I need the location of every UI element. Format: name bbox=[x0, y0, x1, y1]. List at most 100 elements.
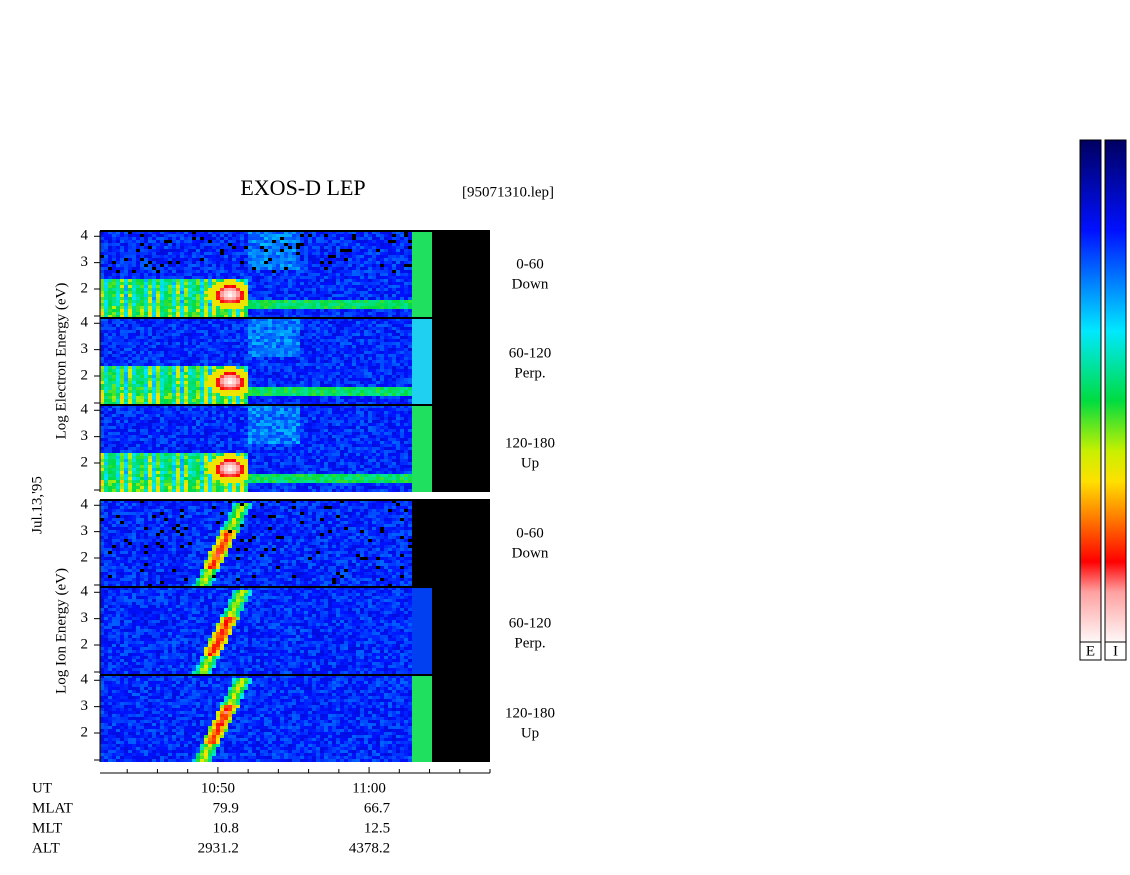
spectrogram-cell bbox=[132, 465, 136, 468]
spectrogram-cell bbox=[176, 324, 180, 327]
spectrogram-cell bbox=[180, 282, 184, 285]
spectrogram-cell bbox=[124, 315, 128, 318]
spectrogram-cell bbox=[220, 276, 224, 279]
spectrogram-cell bbox=[336, 387, 340, 390]
spectrogram-cell bbox=[220, 384, 224, 387]
spectrogram-cell bbox=[344, 312, 348, 315]
spectrogram-cell bbox=[240, 255, 244, 258]
spectrogram-cell bbox=[356, 333, 360, 336]
spectrogram-cell bbox=[328, 303, 332, 306]
spectrogram-cell bbox=[124, 438, 128, 441]
spectrogram-cell bbox=[396, 267, 400, 270]
spectrogram-cell bbox=[380, 237, 384, 240]
spectrogram-cell bbox=[360, 354, 364, 357]
spectrogram-cell bbox=[296, 261, 300, 264]
spectrogram-cell bbox=[120, 405, 124, 408]
spectrogram-cell bbox=[268, 372, 272, 375]
spectrogram-cell bbox=[304, 387, 308, 390]
spectrogram-cell bbox=[192, 270, 196, 273]
spectrogram-cell bbox=[380, 336, 384, 339]
spectrogram-cell bbox=[164, 345, 168, 348]
spectrogram-cell bbox=[248, 303, 252, 306]
spectrogram-cell bbox=[356, 234, 360, 237]
spectrogram-cell bbox=[304, 309, 308, 312]
spectrogram-cell bbox=[232, 402, 236, 405]
spectrogram-cell bbox=[380, 276, 384, 279]
spectrogram-cell bbox=[160, 306, 164, 309]
spectrogram-cell bbox=[180, 378, 184, 381]
spectrogram-cell bbox=[408, 237, 412, 240]
spectrogram-cell bbox=[152, 414, 156, 417]
spectrogram-cell bbox=[116, 297, 120, 300]
spectrogram-cell bbox=[144, 444, 148, 447]
spectrogram-cell bbox=[228, 249, 232, 252]
spectrogram-cell bbox=[140, 384, 144, 387]
spectrogram-cell bbox=[164, 318, 168, 321]
spectrogram-cell bbox=[256, 240, 260, 243]
spectrogram-cell bbox=[328, 366, 332, 369]
spectrogram-cell bbox=[244, 246, 248, 249]
spectrogram-cell bbox=[316, 249, 320, 252]
spectrogram-cell bbox=[268, 336, 272, 339]
spectrogram-cell bbox=[188, 246, 192, 249]
spectrogram-cell bbox=[144, 303, 148, 306]
spectrogram-cell bbox=[132, 312, 136, 315]
spectrogram-cell bbox=[144, 297, 148, 300]
spectrogram-cell bbox=[380, 312, 384, 315]
spectrogram-cell bbox=[148, 354, 152, 357]
spectrogram-cell bbox=[148, 336, 152, 339]
spectrogram-cell bbox=[200, 303, 204, 306]
spectrogram-cell bbox=[240, 396, 244, 399]
spectrogram-cell bbox=[148, 339, 152, 342]
spectrogram-cell bbox=[348, 390, 352, 393]
spectrogram-cell bbox=[384, 303, 388, 306]
spectrogram-cell bbox=[128, 285, 132, 288]
spectrogram-cell bbox=[376, 402, 380, 405]
spectrogram-cell bbox=[340, 276, 344, 279]
spectrogram-cell bbox=[228, 246, 232, 249]
spectrogram-cell bbox=[260, 369, 264, 372]
spectrogram-cell bbox=[376, 249, 380, 252]
spectrogram-cell bbox=[264, 291, 268, 294]
spectrogram-cell bbox=[104, 240, 108, 243]
spectrogram-cell bbox=[340, 318, 344, 321]
spectrogram-cell bbox=[216, 285, 220, 288]
spectrogram-cell bbox=[212, 390, 216, 393]
spectrogram-cell bbox=[128, 402, 132, 405]
spectrogram-cell bbox=[264, 360, 268, 363]
spectrogram-cell bbox=[228, 342, 232, 345]
spectrogram-cell bbox=[224, 366, 228, 369]
spectrogram-cell bbox=[344, 279, 348, 282]
spectrogram-cell bbox=[336, 327, 340, 330]
spectrogram-cell bbox=[192, 249, 196, 252]
spectrogram-cell bbox=[220, 285, 224, 288]
spectrogram-cell bbox=[216, 339, 220, 342]
spectrogram-cell bbox=[220, 354, 224, 357]
spectrogram-cell bbox=[356, 255, 360, 258]
spectrogram-cell bbox=[220, 294, 224, 297]
spectrogram-cell bbox=[240, 258, 244, 261]
spectrogram-cell bbox=[360, 396, 364, 399]
spectrogram-cell bbox=[140, 327, 144, 330]
spectrogram-cell bbox=[132, 231, 136, 234]
spectrogram-cell bbox=[340, 309, 344, 312]
spectrogram-cell bbox=[388, 378, 392, 381]
spectrogram-cell bbox=[160, 234, 164, 237]
spectrogram-cell bbox=[272, 348, 276, 351]
spectrogram-cell bbox=[164, 288, 168, 291]
spectrogram-cell bbox=[120, 480, 124, 483]
spectrogram-cell bbox=[340, 270, 344, 273]
spectrogram-cell bbox=[252, 249, 256, 252]
spectrogram-cell bbox=[260, 306, 264, 309]
spectrogram-cell bbox=[232, 246, 236, 249]
spectrogram-cell bbox=[104, 324, 108, 327]
spectrogram-cell bbox=[352, 315, 356, 318]
spectrogram-cell bbox=[300, 387, 304, 390]
spectrogram-cell bbox=[120, 261, 124, 264]
spectrogram-cell bbox=[268, 315, 272, 318]
spectrogram-cell bbox=[404, 336, 408, 339]
spectrogram-cell bbox=[396, 273, 400, 276]
spectrogram-cell bbox=[164, 351, 168, 354]
spectrogram-cell bbox=[152, 408, 156, 411]
spectrogram-cell bbox=[404, 264, 408, 267]
